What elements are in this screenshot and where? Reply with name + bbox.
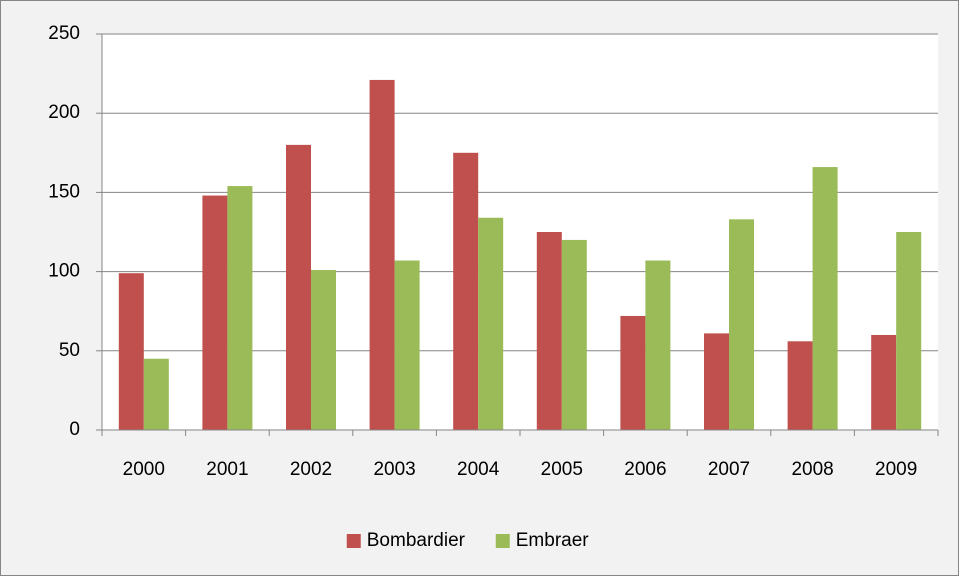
legend-swatch	[495, 534, 510, 548]
x-tick-label: 2001	[206, 459, 248, 480]
y-tick-label: 0	[69, 419, 80, 440]
bar	[369, 79, 395, 430]
bar	[202, 195, 228, 430]
y-tick-label: 150	[48, 181, 80, 202]
y-tick-label: 250	[48, 23, 80, 44]
legend-swatch	[346, 534, 361, 548]
x-tick-label: 2007	[708, 459, 750, 480]
bar	[478, 217, 504, 430]
x-tick-label: 2005	[541, 459, 583, 480]
bar	[286, 144, 311, 430]
legend-label: Embraer	[516, 530, 590, 551]
x-tick-label: 2006	[624, 459, 666, 480]
x-tick-label: 2008	[791, 459, 833, 480]
bar	[394, 260, 420, 430]
bar	[812, 167, 838, 430]
x-tick-label: 2003	[373, 459, 415, 480]
bar	[561, 239, 587, 430]
bar	[227, 186, 253, 430]
bar	[143, 358, 169, 430]
bar	[311, 270, 336, 430]
bar	[729, 219, 754, 430]
bar	[536, 232, 562, 430]
y-tick-label: 50	[59, 340, 80, 361]
x-tick-label: 2000	[123, 459, 165, 480]
bar	[896, 232, 922, 430]
x-tick-label: 2009	[875, 459, 917, 480]
bar	[787, 341, 813, 430]
x-tick-label: 2004	[457, 459, 500, 480]
bar	[871, 334, 897, 430]
x-tick-label: 2002	[290, 459, 332, 480]
bar	[118, 273, 144, 430]
legend-label: Bombardier	[367, 530, 466, 551]
bar	[453, 152, 479, 431]
bar	[645, 260, 671, 430]
y-tick-label: 200	[48, 102, 80, 123]
bar	[620, 315, 646, 430]
bar	[704, 333, 729, 430]
y-tick-label: 100	[48, 261, 80, 282]
